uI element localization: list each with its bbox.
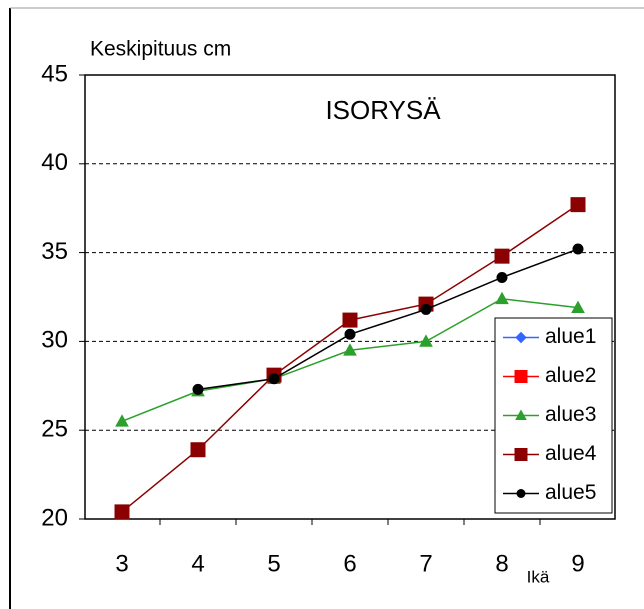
y-axis-label: Keskipituus cm	[90, 38, 231, 61]
y-tick-label: 20	[41, 504, 68, 531]
x-axis-label: Ikä	[527, 567, 550, 586]
marker	[572, 243, 584, 255]
marker	[496, 271, 508, 283]
y-tick-label: 30	[41, 327, 68, 354]
legend-label: alue2	[545, 364, 596, 387]
y-tick-label: 40	[41, 149, 68, 176]
marker	[494, 248, 510, 264]
marker	[420, 303, 432, 315]
y-tick-label: 45	[41, 60, 68, 87]
marker	[495, 291, 509, 305]
x-tick-label: 4	[191, 550, 204, 577]
marker	[190, 442, 206, 458]
marker	[268, 373, 280, 385]
x-tick-label: 3	[115, 550, 128, 577]
legend-label: alue3	[545, 403, 596, 426]
legend-label: alue5	[545, 481, 596, 504]
marker	[114, 504, 130, 520]
marker	[343, 343, 357, 356]
legend-label: alue1	[545, 325, 596, 348]
marker	[515, 409, 527, 420]
marker	[514, 448, 528, 461]
marker	[344, 328, 356, 340]
x-tick-label: 7	[419, 550, 432, 577]
x-tick-label: 5	[267, 550, 280, 577]
marker	[571, 300, 585, 313]
chart-title: ISORYSÄ	[325, 95, 441, 125]
marker	[515, 331, 527, 344]
y-tick-label: 25	[41, 416, 68, 443]
x-tick-label: 6	[343, 550, 356, 577]
marker	[192, 383, 204, 395]
marker	[514, 370, 528, 383]
marker	[115, 414, 129, 427]
series-line	[197, 248, 579, 391]
marker	[419, 334, 433, 347]
x-tick-label: 8	[495, 550, 508, 577]
marker	[570, 197, 586, 213]
marker	[342, 312, 358, 328]
legend-label: alue4	[545, 442, 597, 465]
y-tick-label: 35	[41, 238, 68, 265]
plot-border	[84, 74, 616, 520]
marker	[516, 489, 526, 498]
x-tick-label: 9	[571, 550, 584, 577]
